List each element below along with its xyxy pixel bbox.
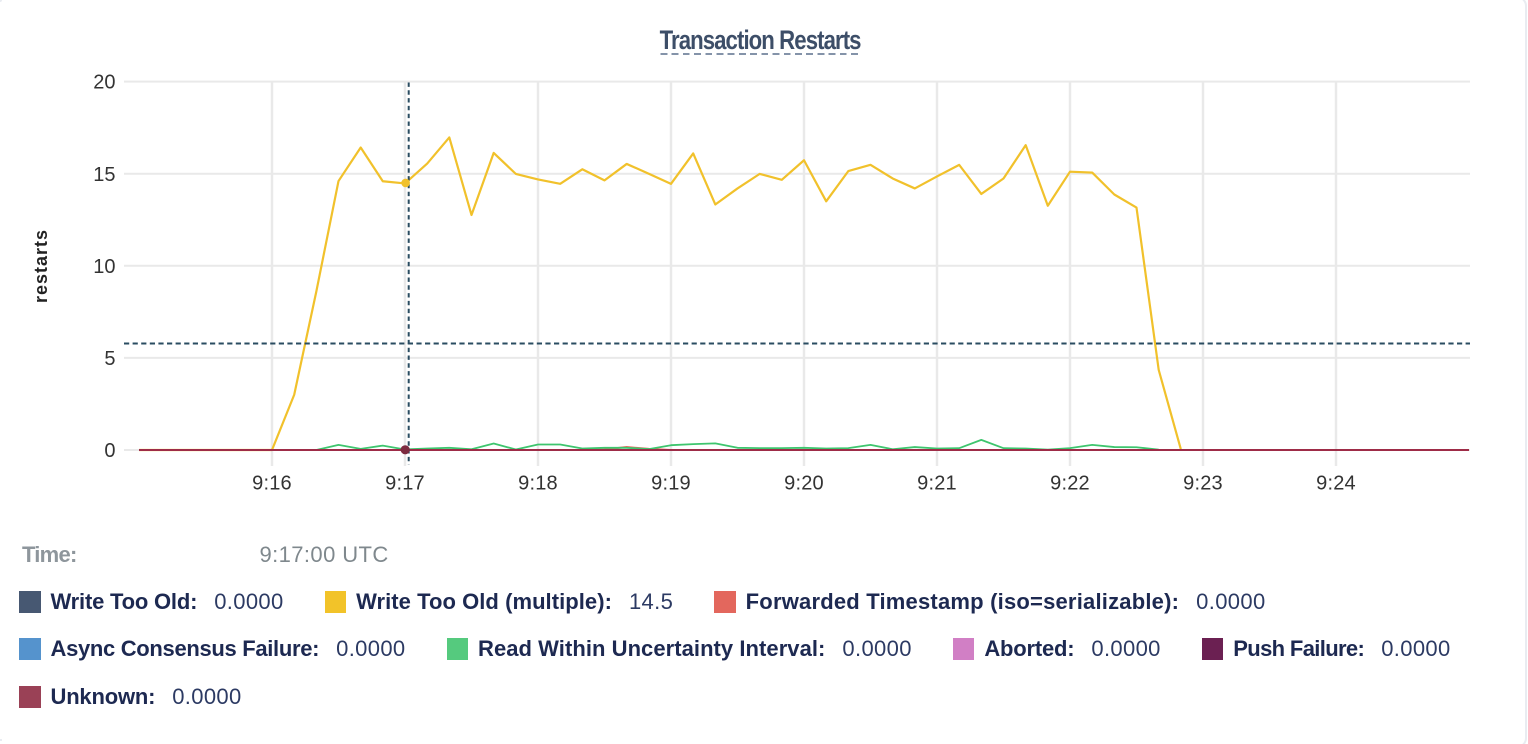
- svg-text:9:18: 9:18: [518, 472, 558, 494]
- svg-text:9:19: 9:19: [651, 472, 691, 494]
- svg-text:9:24: 9:24: [1316, 472, 1356, 494]
- svg-text:9:16: 9:16: [252, 472, 292, 494]
- svg-text:0: 0: [104, 440, 115, 462]
- svg-text:9:22: 9:22: [1050, 472, 1090, 494]
- svg-text:10: 10: [93, 256, 115, 278]
- svg-text:restarts: restarts: [31, 229, 51, 303]
- svg-text:9:23: 9:23: [1183, 472, 1223, 494]
- svg-text:9:21: 9:21: [917, 472, 957, 494]
- svg-text:9:20: 9:20: [784, 472, 824, 494]
- svg-text:15: 15: [93, 164, 115, 186]
- svg-text:20: 20: [93, 72, 115, 94]
- svg-text:9:17: 9:17: [385, 472, 425, 494]
- svg-text:5: 5: [104, 348, 115, 370]
